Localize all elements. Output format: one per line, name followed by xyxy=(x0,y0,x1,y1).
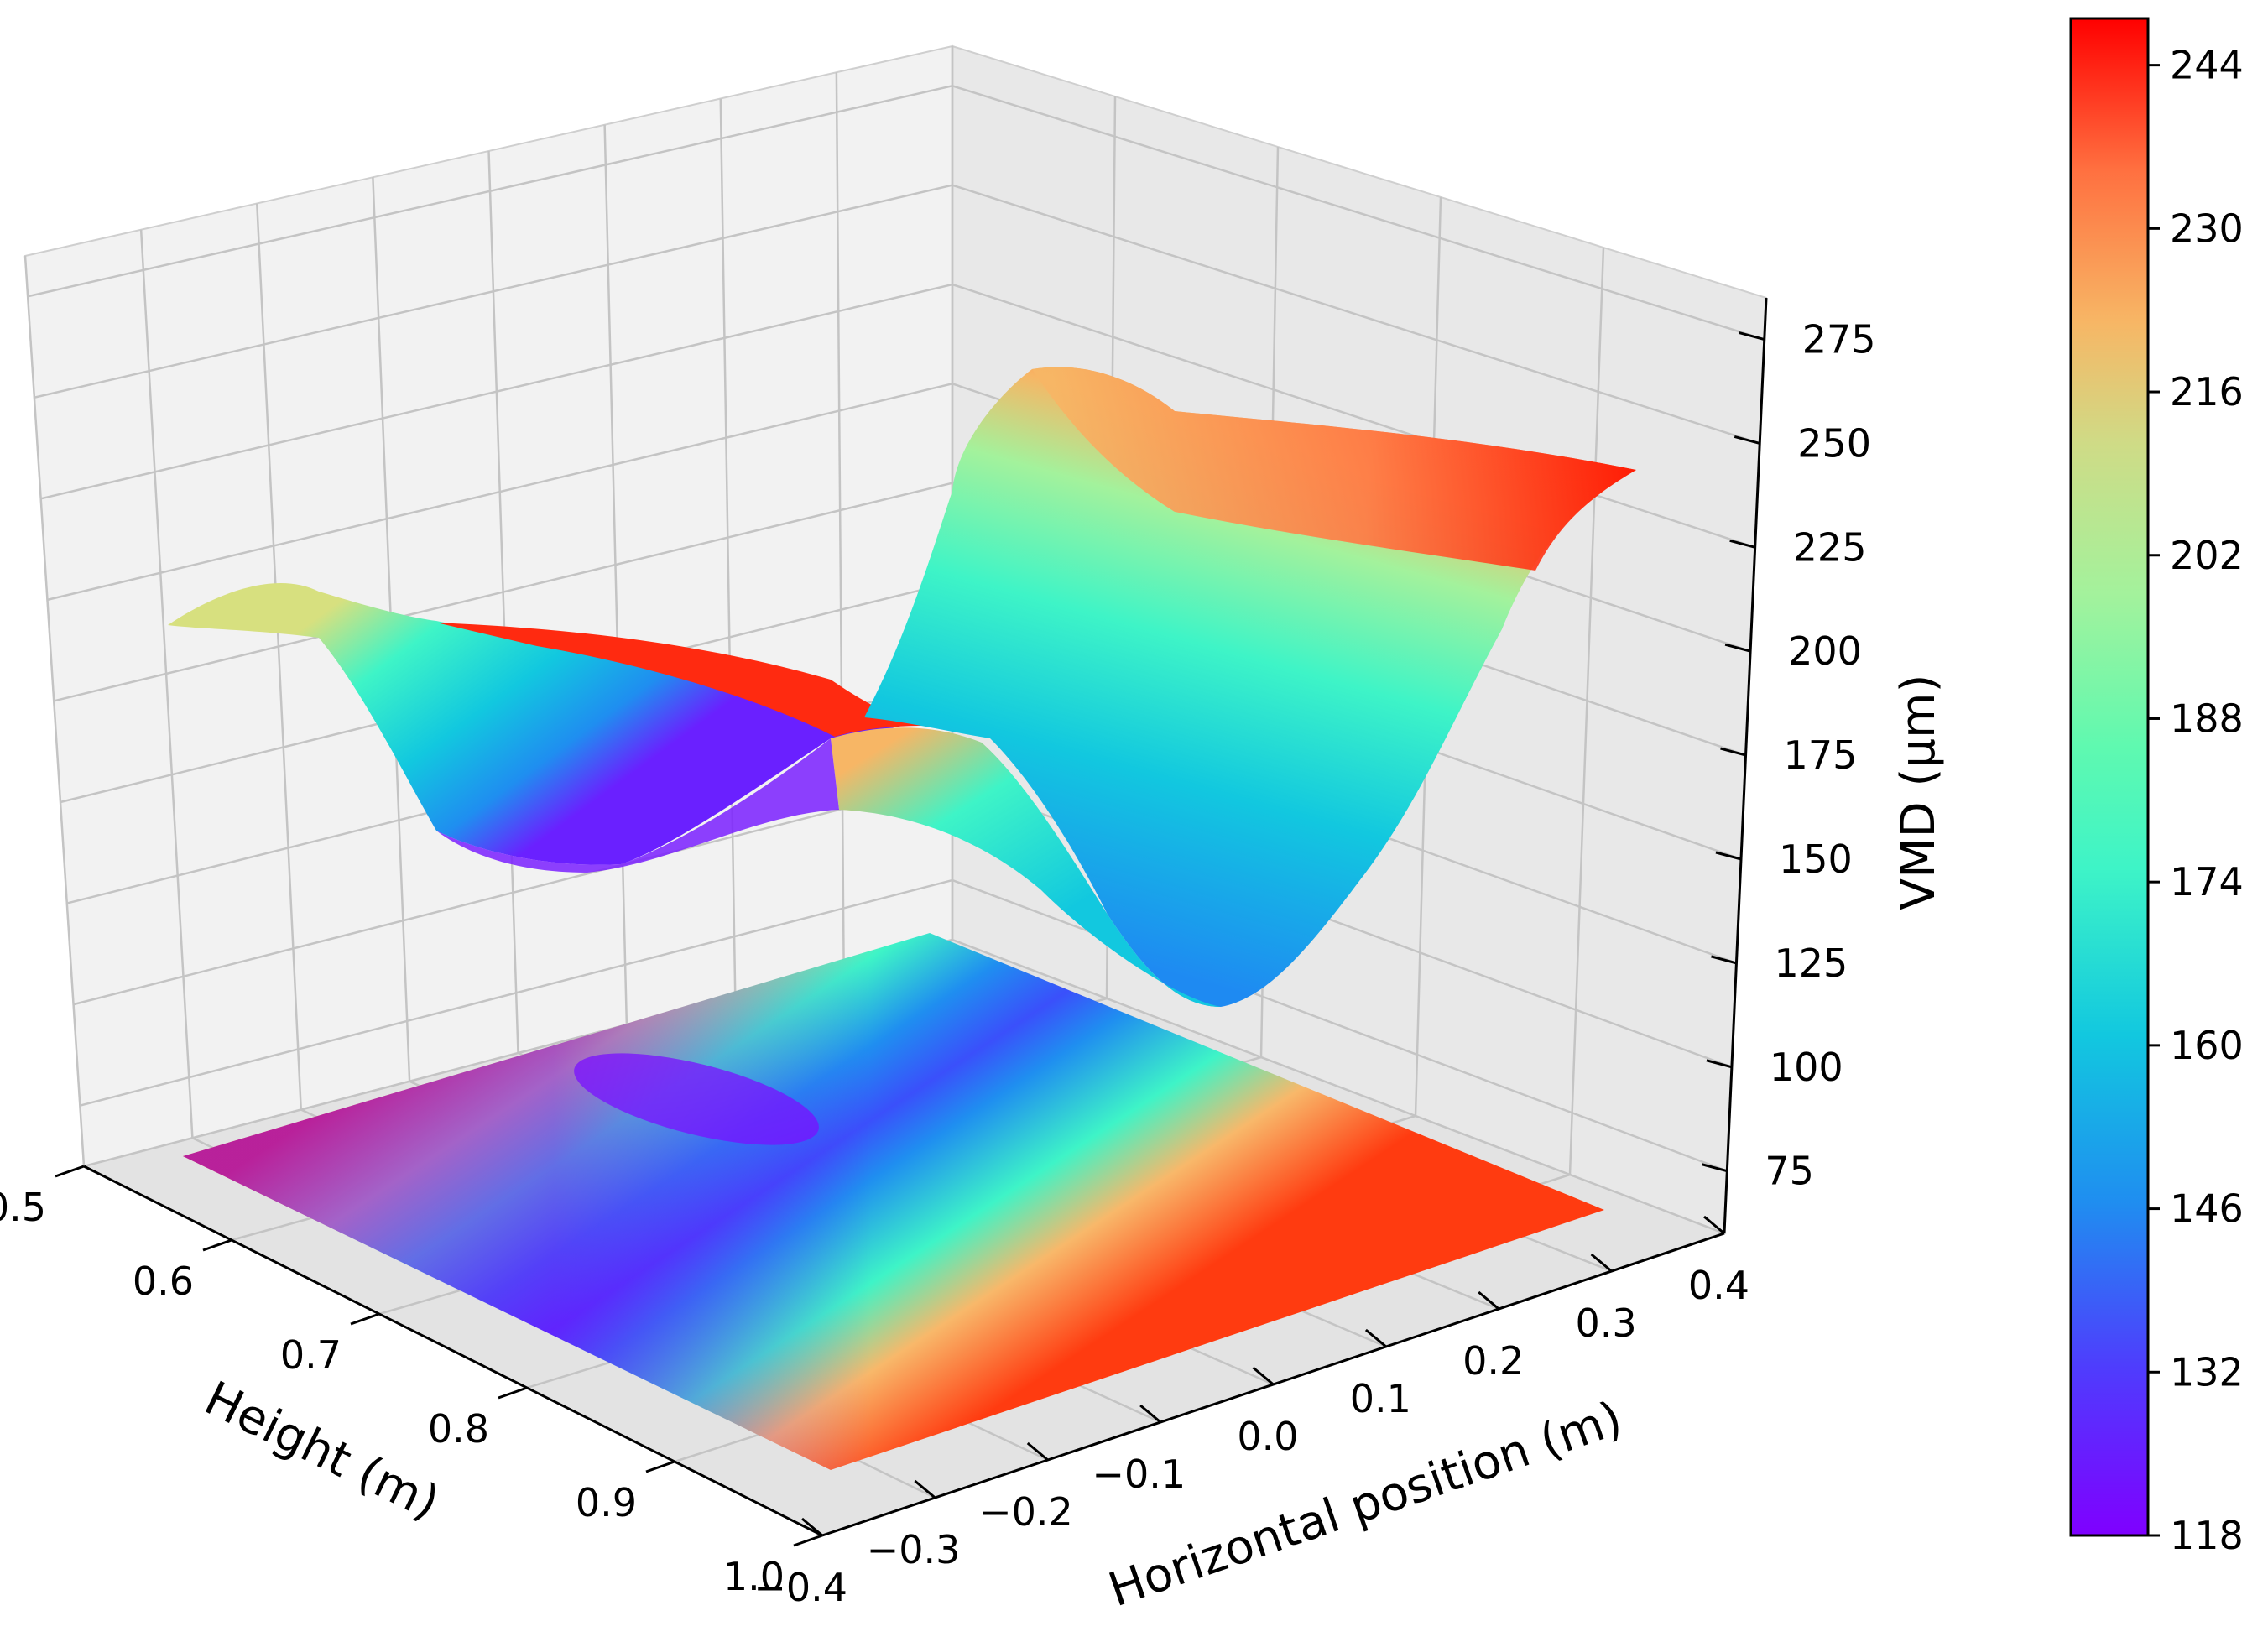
z-tick-label: 225 xyxy=(1793,524,1867,570)
colorbar-gradient xyxy=(2069,17,2150,1537)
y-tick-label: −0.3 xyxy=(867,1527,961,1572)
y-tick-label: 0.0 xyxy=(1237,1414,1298,1459)
y-tick-label: 0.4 xyxy=(1688,1263,1749,1308)
z-tick-label: 175 xyxy=(1784,732,1858,778)
y-gridline-wall xyxy=(603,124,628,1025)
y-gridline-wall xyxy=(23,255,86,1167)
y-axis-label: Horizontal position (m) xyxy=(1102,1391,1629,1618)
z-tick-label: 100 xyxy=(1770,1045,1843,1090)
x-tick-label: 0.5 xyxy=(0,1185,46,1230)
y-tick-mark xyxy=(1590,1253,1613,1273)
contour-projection xyxy=(183,933,1604,1470)
surface-red-band xyxy=(436,623,923,737)
y-tick-label: 0.3 xyxy=(1575,1301,1636,1346)
vmd-surface xyxy=(168,367,1636,1007)
y-tick-mark xyxy=(801,1517,823,1537)
colorbar-tick-label: 216 xyxy=(2170,369,2244,414)
z-tick-mark xyxy=(1734,435,1760,445)
y-tick-mark xyxy=(914,1479,936,1499)
x-tick-mark xyxy=(498,1386,528,1400)
x-axis-label: Height (m) xyxy=(196,1371,447,1530)
y-tick-mark xyxy=(1252,1366,1275,1386)
y-gridline-wall xyxy=(139,229,194,1139)
x-axis-ticks: 0.5 0.6 0.7 0.8 0.9 1.0 xyxy=(0,1165,823,1599)
z-tick-mark xyxy=(1739,331,1765,341)
z-tick-mark xyxy=(1711,955,1737,965)
colorbar-tick-label: 230 xyxy=(2170,206,2244,251)
y-tick-mark xyxy=(1478,1290,1500,1311)
z-tick-mark xyxy=(1715,851,1742,861)
contour-minimum-region xyxy=(574,1053,819,1145)
y-gridline-wall xyxy=(835,72,845,968)
colorbar-ticks: 118 132 146 160 174 188 202 216 230 244 xyxy=(2148,43,2244,1558)
y-tick-mark xyxy=(1703,1215,1725,1235)
y-tick-label: 0.1 xyxy=(1350,1376,1411,1421)
colorbar-tick-label: 146 xyxy=(2170,1186,2244,1232)
x-tick-mark xyxy=(55,1165,85,1178)
contour-shading xyxy=(183,933,1604,1470)
x-tick-label: 0.8 xyxy=(428,1406,489,1452)
x-tick-label: 0.9 xyxy=(576,1480,637,1525)
x-tick-mark xyxy=(793,1534,823,1547)
z-axis-label: VMD (μm) xyxy=(1891,675,1946,910)
y-tick-mark xyxy=(1364,1328,1387,1348)
y-tick-label: 0.2 xyxy=(1462,1338,1524,1384)
surface-front-fold xyxy=(831,727,1221,1007)
y-tick-label: −0.2 xyxy=(979,1489,1073,1535)
surface-left-wing xyxy=(168,582,923,865)
y-tick-label: −0.4 xyxy=(753,1565,847,1610)
surface-underside xyxy=(436,738,839,873)
z-axis-ticks: 75 100 125 150 175 200 225 250 275 xyxy=(1701,317,1876,1194)
y-gridline-wall xyxy=(256,203,302,1110)
z-tick-label: 275 xyxy=(1802,317,1876,362)
z-tick-label: 150 xyxy=(1779,837,1853,882)
x-tick-mark xyxy=(645,1460,675,1473)
z-tick-label: 75 xyxy=(1765,1149,1814,1194)
colorbar-tick-label: 188 xyxy=(2170,696,2244,741)
surface-right-ridge xyxy=(1032,367,1636,571)
y-tick-mark xyxy=(1139,1404,1162,1424)
y-axis-ticks: −0.4 −0.3 −0.2 −0.1 0.0 0.1 0.2 0.3 0.4 xyxy=(753,1215,1749,1610)
z-gridline xyxy=(80,878,1728,1172)
y-gridline-floor xyxy=(952,938,1725,1235)
z-tick-mark xyxy=(1701,1163,1728,1173)
z-tick-mark xyxy=(1720,747,1746,757)
colorbar-tick-label: 174 xyxy=(2170,859,2244,904)
x-axis-line xyxy=(83,1165,823,1537)
x-gridline-wall xyxy=(1568,247,1605,1175)
x-tick-label: 0.7 xyxy=(280,1332,342,1378)
z-tick-mark xyxy=(1724,643,1751,653)
x-tick-label: 1.0 xyxy=(723,1554,785,1599)
z-tick-label: 250 xyxy=(1797,420,1871,466)
y-tick-label: −0.1 xyxy=(1092,1452,1186,1497)
colorbar-tick-label: 244 xyxy=(2170,43,2244,88)
colorbar-tick-label: 160 xyxy=(2170,1023,2244,1068)
z-gridline xyxy=(34,184,1760,445)
colorbar-tick-label: 202 xyxy=(2170,533,2244,578)
y-gridline-wall xyxy=(719,98,737,997)
z-axis-line xyxy=(1723,297,1768,1234)
colorbar-tick-label: 132 xyxy=(2170,1349,2244,1394)
colorbar: 118 132 146 160 174 188 202 216 230 244 xyxy=(2069,17,2244,1558)
z-tick-label: 200 xyxy=(1788,628,1862,674)
y-tick-mark xyxy=(1026,1441,1049,1462)
x-tick-label: 0.6 xyxy=(133,1259,194,1304)
colorbar-tick-label: 118 xyxy=(2170,1513,2244,1558)
y-gridline-wall xyxy=(487,150,519,1054)
x-tick-mark xyxy=(350,1312,380,1326)
z-tick-mark xyxy=(1706,1059,1733,1069)
x-tick-mark xyxy=(202,1238,232,1252)
z-tick-mark xyxy=(1729,539,1756,549)
z-tick-label: 125 xyxy=(1774,941,1848,986)
z-gridline xyxy=(27,85,1765,341)
